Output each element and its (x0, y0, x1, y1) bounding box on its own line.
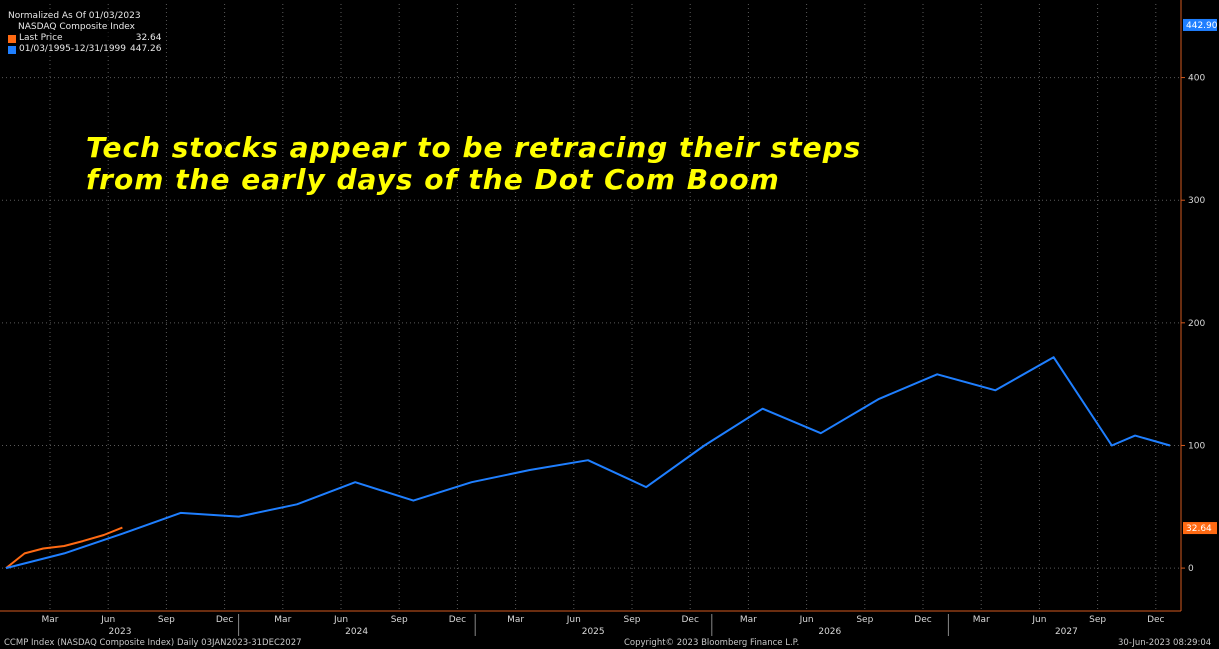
x-year-label: 2023 (109, 627, 132, 637)
legend-entry-last-price: Last Price 32.64 (8, 33, 162, 44)
legend-entry-dotcom: 01/03/1995-12/31/1999 447.26 (8, 44, 162, 55)
x-year-label: 2025 (582, 627, 605, 637)
x-month-label: Mar (507, 615, 524, 625)
x-month-label: Mar (740, 615, 757, 625)
x-month-label: Mar (973, 615, 990, 625)
x-month-label: Jun (566, 615, 581, 625)
series-line-last-price (5, 526, 123, 569)
footer-timestamp: 30-Jun-2023 08:29:04 (1118, 638, 1212, 648)
x-month-label: Sep (624, 615, 641, 625)
y-tick-label: 400 (1188, 74, 1205, 84)
dotcom-tag-label: 442.90 (1186, 21, 1218, 31)
legend-title-index: NASDAQ Composite Index (18, 22, 135, 32)
orange-swatch-icon (8, 34, 16, 43)
x-month-label: Dec (449, 615, 466, 625)
y-tick-label: 300 (1188, 196, 1205, 206)
x-month-label: Dec (216, 615, 233, 625)
last-price-tag-label: 32.64 (1186, 524, 1212, 534)
legend-label-dotcom: 01/03/1995-12/31/1999 (19, 44, 126, 54)
y-tick-label: 200 (1188, 319, 1205, 329)
x-month-label: Jun (333, 615, 348, 625)
x-month-label: Sep (158, 615, 175, 625)
x-month-label: Mar (274, 615, 291, 625)
x-year-label: 2024 (345, 627, 368, 637)
x-month-label: Jun (100, 615, 115, 625)
x-year-label: 2026 (818, 627, 841, 637)
x-month-label: Dec (914, 615, 931, 625)
footer-copyright: Copyright© 2023 Bloomberg Finance L.P. (624, 638, 800, 648)
y-tick-label: 100 (1188, 441, 1205, 451)
dotcom-tag (1183, 18, 1217, 31)
x-month-label: Jun (799, 615, 814, 625)
series-line-dotcom (5, 356, 1171, 570)
annotation-text: Tech stocks appear to be retracing their… (86, 132, 861, 196)
y-tick-label: 0 (1188, 564, 1194, 574)
legend-value-dotcom: 447.26 (130, 44, 162, 54)
annotation-line-1: Tech stocks appear to be retracing their… (86, 131, 862, 164)
x-month-label: Sep (391, 615, 408, 625)
x-year-label: 2027 (1055, 627, 1078, 637)
footer-left: CCMP Index (NASDAQ Composite Index) Dail… (4, 638, 302, 648)
x-month-label: Sep (1089, 615, 1106, 625)
x-month-label: Jun (1031, 615, 1046, 625)
annotation-line-2: from the early days of the Dot Com Boom (86, 163, 780, 196)
legend-value-last-price: 32.64 (135, 33, 162, 43)
x-month-label: Dec (681, 615, 698, 625)
x-month-label: Mar (42, 615, 59, 625)
x-month-label: Dec (1147, 615, 1164, 625)
x-month-label: Sep (856, 615, 873, 625)
legend-label-last-price: Last Price (19, 33, 63, 43)
last-price-tag (1183, 522, 1217, 535)
legend-title-normalized: Normalized As Of 01/03/2023 (8, 11, 141, 21)
legend: Normalized As Of 01/03/2023 NASDAQ Compo… (4, 10, 166, 56)
blue-swatch-icon (8, 45, 16, 54)
